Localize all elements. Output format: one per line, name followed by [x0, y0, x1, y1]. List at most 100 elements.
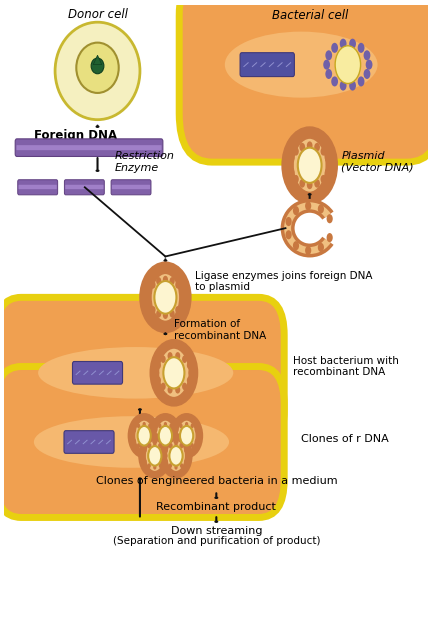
FancyBboxPatch shape	[72, 362, 123, 384]
Circle shape	[159, 443, 162, 449]
Circle shape	[174, 433, 177, 438]
Circle shape	[293, 206, 299, 215]
Circle shape	[182, 355, 187, 363]
Circle shape	[187, 362, 192, 369]
Circle shape	[164, 454, 168, 458]
Text: Down streaming: Down streaming	[170, 526, 262, 537]
Circle shape	[132, 417, 157, 455]
Circle shape	[153, 417, 178, 455]
FancyBboxPatch shape	[240, 53, 294, 77]
Circle shape	[185, 422, 188, 427]
Circle shape	[148, 443, 151, 448]
Circle shape	[159, 463, 162, 468]
FancyBboxPatch shape	[15, 139, 163, 156]
Circle shape	[180, 426, 193, 445]
Circle shape	[293, 147, 299, 156]
Circle shape	[165, 448, 168, 452]
Circle shape	[164, 445, 167, 450]
Circle shape	[174, 417, 199, 455]
Ellipse shape	[38, 347, 233, 399]
Circle shape	[182, 383, 187, 390]
Text: Clones of r DNA: Clones of r DNA	[301, 434, 389, 444]
Circle shape	[300, 179, 305, 188]
Circle shape	[331, 77, 338, 87]
Circle shape	[179, 286, 184, 294]
Circle shape	[194, 439, 198, 444]
Circle shape	[289, 168, 295, 177]
Text: Donor cell: Donor cell	[68, 8, 127, 20]
Circle shape	[146, 286, 152, 294]
Circle shape	[138, 426, 151, 445]
Circle shape	[156, 277, 161, 285]
FancyBboxPatch shape	[111, 180, 151, 195]
Circle shape	[325, 154, 330, 162]
Circle shape	[293, 241, 299, 250]
Circle shape	[169, 424, 173, 428]
Circle shape	[153, 442, 157, 447]
Circle shape	[293, 175, 299, 184]
Ellipse shape	[76, 43, 119, 93]
Circle shape	[163, 311, 168, 319]
Circle shape	[327, 233, 333, 242]
Circle shape	[160, 355, 166, 363]
Circle shape	[146, 268, 185, 327]
Circle shape	[163, 454, 167, 458]
Circle shape	[143, 445, 146, 450]
Circle shape	[318, 243, 324, 252]
Circle shape	[167, 352, 173, 360]
Circle shape	[175, 352, 180, 360]
Circle shape	[314, 179, 320, 188]
Circle shape	[325, 69, 332, 79]
Circle shape	[300, 143, 305, 151]
Circle shape	[184, 448, 187, 452]
Circle shape	[366, 59, 372, 70]
Circle shape	[153, 464, 157, 470]
Circle shape	[143, 448, 147, 452]
Circle shape	[154, 344, 194, 402]
Circle shape	[154, 439, 157, 444]
Text: Foreign DNA: Foreign DNA	[34, 129, 117, 142]
Circle shape	[191, 443, 194, 448]
Circle shape	[320, 175, 326, 184]
Circle shape	[187, 376, 192, 384]
Circle shape	[137, 443, 140, 448]
Circle shape	[314, 143, 320, 151]
Circle shape	[169, 443, 173, 448]
FancyBboxPatch shape	[179, 0, 436, 162]
Circle shape	[156, 310, 161, 318]
Circle shape	[318, 204, 324, 214]
Circle shape	[174, 439, 177, 444]
Circle shape	[298, 147, 322, 183]
Circle shape	[364, 69, 370, 79]
Circle shape	[194, 427, 198, 433]
Text: Clones of engineered bacteria in a medium: Clones of engineered bacteria in a mediu…	[95, 476, 337, 486]
Circle shape	[288, 133, 332, 198]
Circle shape	[152, 427, 156, 433]
FancyBboxPatch shape	[65, 180, 104, 195]
Circle shape	[147, 463, 151, 468]
Circle shape	[287, 161, 293, 170]
Circle shape	[169, 443, 172, 449]
Circle shape	[133, 439, 136, 444]
Circle shape	[154, 281, 177, 314]
Circle shape	[143, 459, 147, 464]
Circle shape	[175, 433, 178, 438]
Circle shape	[152, 439, 156, 444]
Circle shape	[143, 422, 146, 427]
Polygon shape	[93, 56, 102, 64]
Circle shape	[150, 281, 156, 288]
Circle shape	[286, 217, 292, 226]
Circle shape	[164, 422, 167, 427]
Circle shape	[170, 277, 175, 285]
Circle shape	[174, 464, 177, 470]
FancyBboxPatch shape	[112, 185, 150, 189]
Circle shape	[148, 424, 151, 428]
Circle shape	[180, 443, 183, 449]
Circle shape	[327, 214, 333, 223]
Text: Recombinant product: Recombinant product	[157, 501, 276, 512]
FancyBboxPatch shape	[65, 185, 103, 189]
Circle shape	[159, 426, 172, 445]
Circle shape	[175, 386, 180, 394]
Circle shape	[358, 77, 364, 87]
Circle shape	[147, 443, 151, 449]
